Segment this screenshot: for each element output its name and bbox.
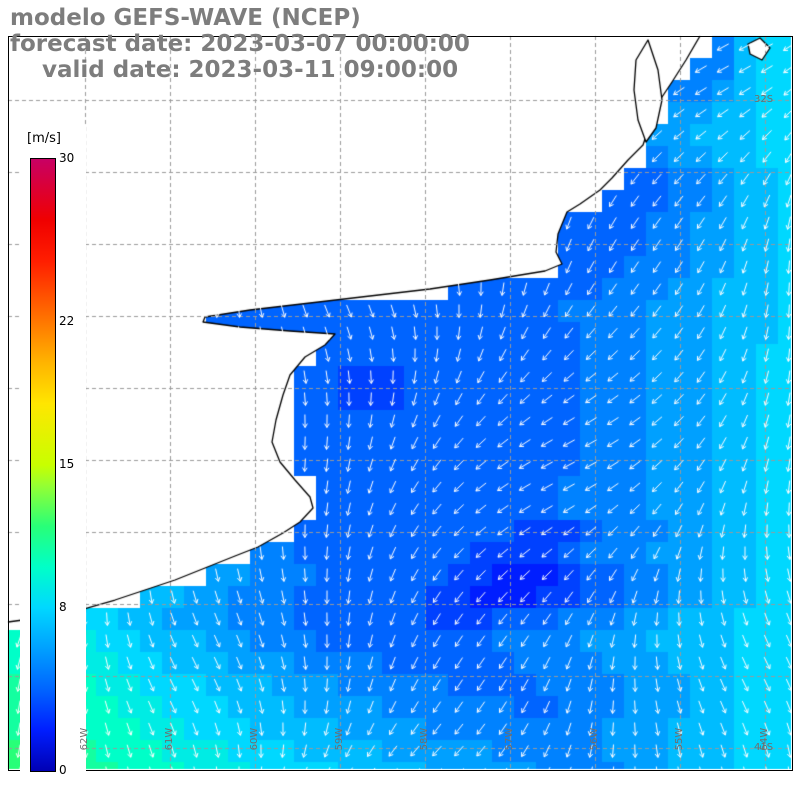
forecast-date-label: forecast date: 2023-03-07 00:00:00 — [10, 31, 470, 57]
colorbar-tick-label: 22 — [59, 314, 75, 329]
colorbar-gradient — [30, 158, 56, 772]
colorbar-tick-label: 0 — [59, 763, 67, 777]
longitude-tick-label: 58W — [419, 727, 430, 751]
longitude-tick-label: 59W — [334, 727, 345, 751]
colorbar-unit-label: [m/s] — [27, 131, 61, 146]
colorbar-tick-label: 30 — [59, 151, 75, 165]
longitude-tick-label: 60W — [249, 727, 260, 751]
longitude-tick-label: 55W — [674, 727, 685, 751]
longitude-tick-label: 56W — [589, 727, 600, 751]
colorbar-tick-label: 8 — [59, 599, 67, 614]
valid-date-label: valid date: 2023-03-11 09:00:00 — [42, 57, 459, 83]
latitude-tick-label: 41S — [754, 742, 774, 753]
latitude-tick-label: 32S — [754, 94, 774, 105]
model-title: modelo GEFS-WAVE (NCEP) — [10, 5, 361, 31]
longitude-tick-label: 61W — [164, 727, 175, 751]
colorbar-tick-label: 15 — [59, 457, 75, 471]
longitude-tick-label: 62W — [79, 727, 90, 751]
longitude-tick-label: 57W — [504, 727, 515, 751]
